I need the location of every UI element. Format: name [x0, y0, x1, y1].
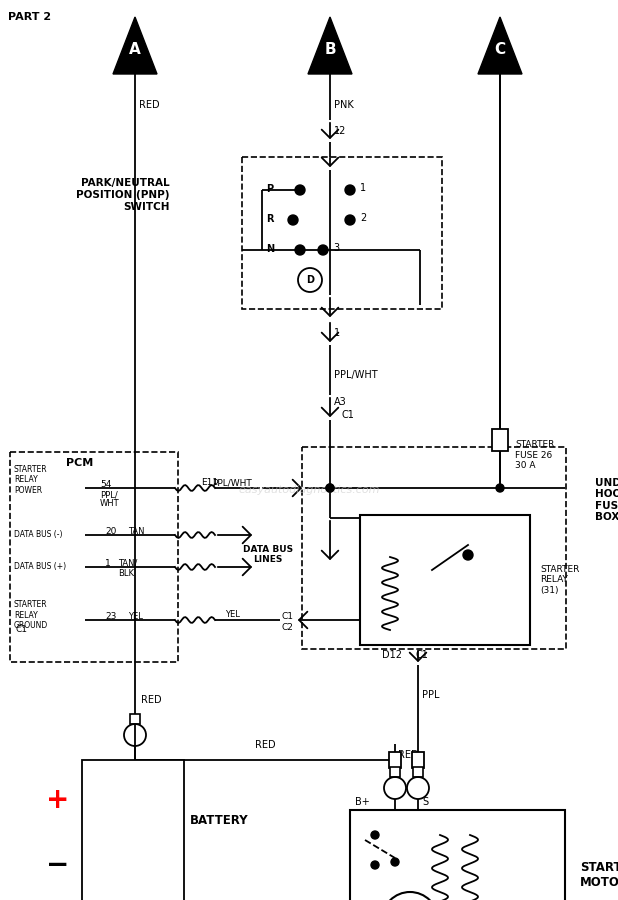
Polygon shape [308, 17, 352, 74]
Text: C1: C1 [342, 410, 355, 420]
Text: C2: C2 [282, 623, 294, 632]
Text: RED: RED [255, 740, 275, 750]
Text: RED: RED [141, 695, 162, 705]
Bar [413, 767, 423, 777]
Text: D12: D12 [382, 650, 402, 660]
Text: YEL: YEL [128, 612, 143, 621]
Text: C1: C1 [15, 625, 27, 634]
Text: PPL: PPL [422, 690, 439, 700]
Text: C1: C1 [415, 650, 428, 660]
Bar [130, 714, 140, 724]
Text: easyautodiagnostics.com: easyautodiagnostics.com [239, 485, 379, 495]
Text: STARTER
MOTOR: STARTER MOTOR [580, 861, 618, 889]
Text: DATA BUS (-): DATA BUS (-) [14, 530, 62, 539]
Circle shape [288, 215, 298, 225]
Text: PPL/: PPL/ [100, 490, 118, 499]
Bar [360, 515, 530, 645]
Text: STARTER
RELAY
POWER: STARTER RELAY POWER [14, 465, 48, 495]
Text: B: B [324, 42, 336, 58]
Bar [350, 810, 565, 900]
Text: UNDER-
HOOD
FUSE
BOX: UNDER- HOOD FUSE BOX [595, 478, 618, 522]
Bar [389, 752, 401, 768]
Text: 12: 12 [334, 126, 346, 136]
Text: S: S [422, 797, 428, 807]
Circle shape [345, 215, 355, 225]
Circle shape [295, 245, 305, 255]
Text: E11: E11 [201, 478, 219, 487]
Circle shape [326, 484, 334, 492]
Text: C1: C1 [282, 612, 294, 621]
Circle shape [371, 861, 379, 869]
Text: STARTER
RELAY
(31): STARTER RELAY (31) [540, 565, 580, 595]
Text: PCM: PCM [66, 458, 93, 468]
Text: P: P [266, 184, 273, 194]
Bar [242, 157, 442, 309]
Text: R: R [266, 214, 274, 224]
Text: RED: RED [139, 100, 159, 110]
Text: RED: RED [398, 750, 418, 760]
Text: PARK/NEUTRAL
POSITION (PNP)
SWITCH: PARK/NEUTRAL POSITION (PNP) SWITCH [77, 178, 170, 212]
Text: 20: 20 [105, 527, 116, 536]
Circle shape [371, 831, 379, 839]
Text: PART 2: PART 2 [8, 12, 51, 22]
Text: YEL: YEL [225, 610, 240, 619]
Text: DATA BUS
LINES: DATA BUS LINES [243, 545, 293, 564]
Circle shape [295, 185, 305, 195]
Circle shape [326, 484, 334, 492]
Text: TAN/: TAN/ [118, 559, 137, 568]
Text: 3: 3 [333, 243, 339, 253]
Text: 1: 1 [105, 559, 111, 568]
Bar [412, 752, 424, 768]
Text: BLK: BLK [118, 569, 134, 578]
Text: 1: 1 [334, 328, 340, 338]
Text: B+: B+ [355, 797, 370, 807]
Text: PNK: PNK [334, 100, 353, 110]
Text: TAN: TAN [128, 527, 145, 536]
Text: D: D [306, 275, 314, 285]
Text: 2: 2 [360, 213, 366, 223]
Bar [82, 760, 184, 900]
Text: A3: A3 [334, 397, 347, 407]
Text: 1: 1 [360, 183, 366, 193]
Text: WHT: WHT [100, 499, 120, 508]
Circle shape [496, 484, 504, 492]
Text: STARTER
RELAY
GROUND: STARTER RELAY GROUND [14, 600, 48, 630]
Polygon shape [113, 17, 157, 74]
Text: −: − [46, 851, 70, 879]
Bar [390, 767, 400, 777]
Bar [492, 429, 508, 451]
Text: C: C [494, 42, 506, 58]
Circle shape [318, 245, 328, 255]
Text: A: A [129, 42, 141, 58]
Text: DATA BUS (+): DATA BUS (+) [14, 562, 66, 572]
Circle shape [391, 858, 399, 866]
Text: 54: 54 [100, 480, 111, 489]
Text: 23: 23 [105, 612, 116, 621]
Bar [10, 452, 178, 662]
Text: PPL/WHT: PPL/WHT [212, 478, 252, 487]
Text: PPL/WHT: PPL/WHT [334, 370, 378, 380]
Bar [302, 447, 566, 649]
Text: STARTER
FUSE 26
30 A: STARTER FUSE 26 30 A [515, 440, 554, 470]
Text: +: + [46, 786, 70, 814]
Text: BATTERY: BATTERY [190, 814, 248, 826]
Circle shape [345, 185, 355, 195]
Text: N: N [266, 244, 274, 254]
Polygon shape [478, 17, 522, 74]
Circle shape [463, 550, 473, 560]
